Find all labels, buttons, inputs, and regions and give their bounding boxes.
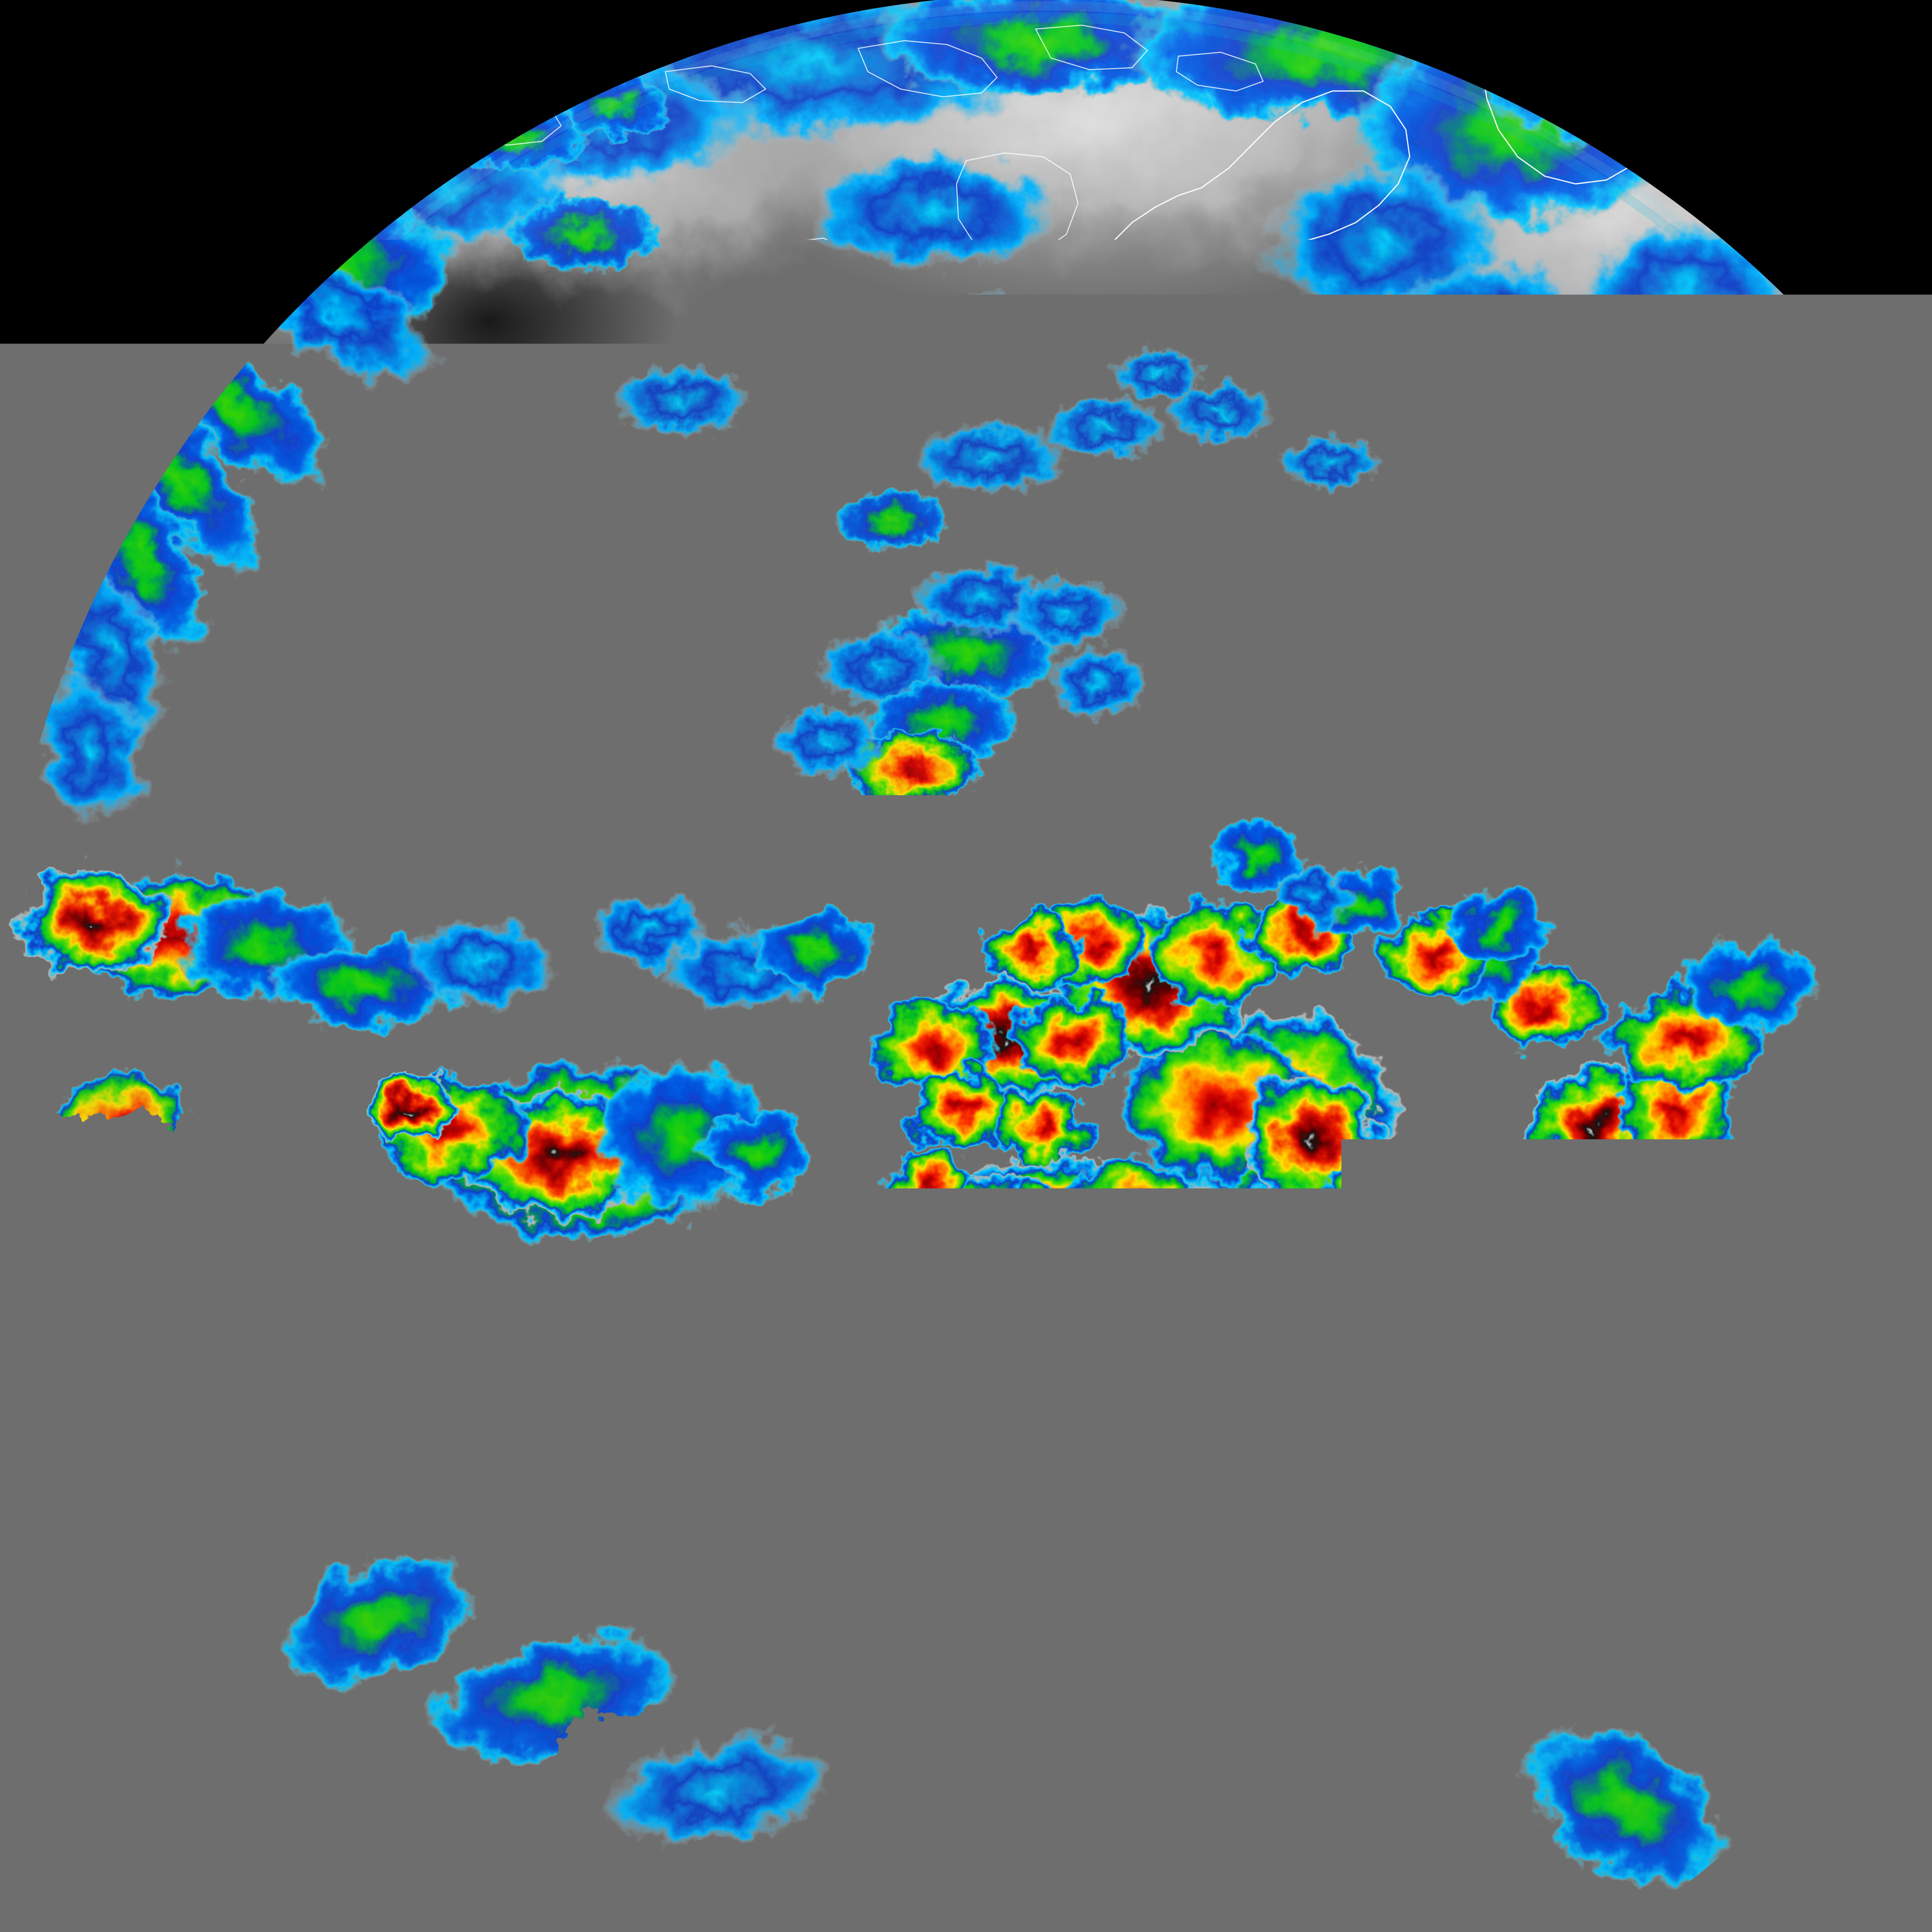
earth-full-disk: [0, 0, 1932, 1932]
satellite-image-canvas: [0, 0, 1932, 1932]
full-disk-wrapper: [0, 0, 1932, 1932]
limb-brightening: [0, 0, 1932, 1932]
